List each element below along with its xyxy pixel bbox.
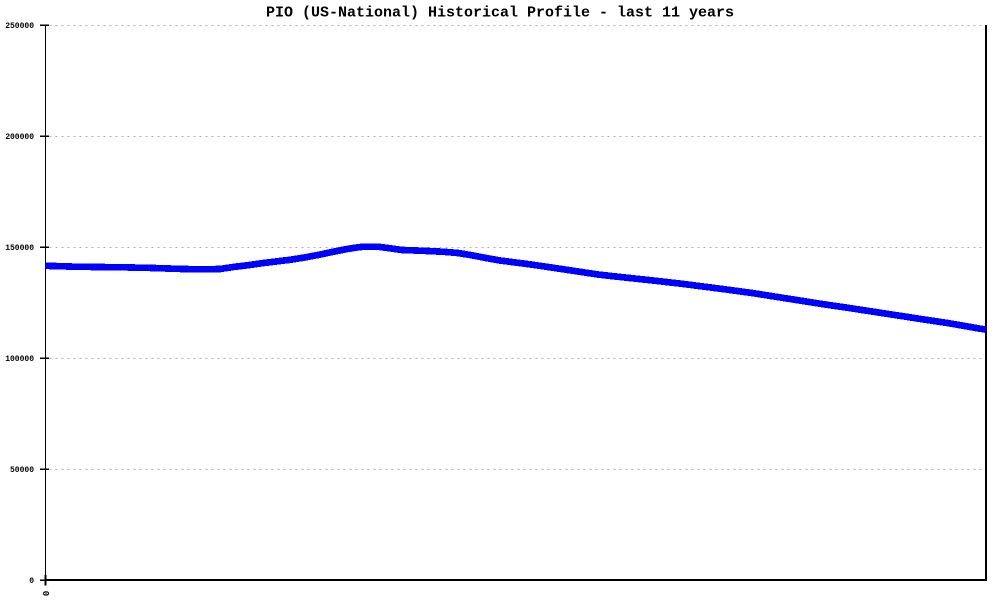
svg-text:100000: 100000 bbox=[5, 355, 34, 364]
svg-text:250000: 250000 bbox=[5, 22, 34, 31]
svg-text:0: 0 bbox=[40, 591, 50, 596]
svg-text:200000: 200000 bbox=[5, 133, 34, 142]
svg-text:50000: 50000 bbox=[10, 466, 34, 475]
svg-text:PIO (US-National) Historical P: PIO (US-National) Historical Profile - l… bbox=[266, 5, 734, 22]
svg-text:0: 0 bbox=[29, 577, 34, 586]
svg-text:150000: 150000 bbox=[5, 244, 34, 253]
